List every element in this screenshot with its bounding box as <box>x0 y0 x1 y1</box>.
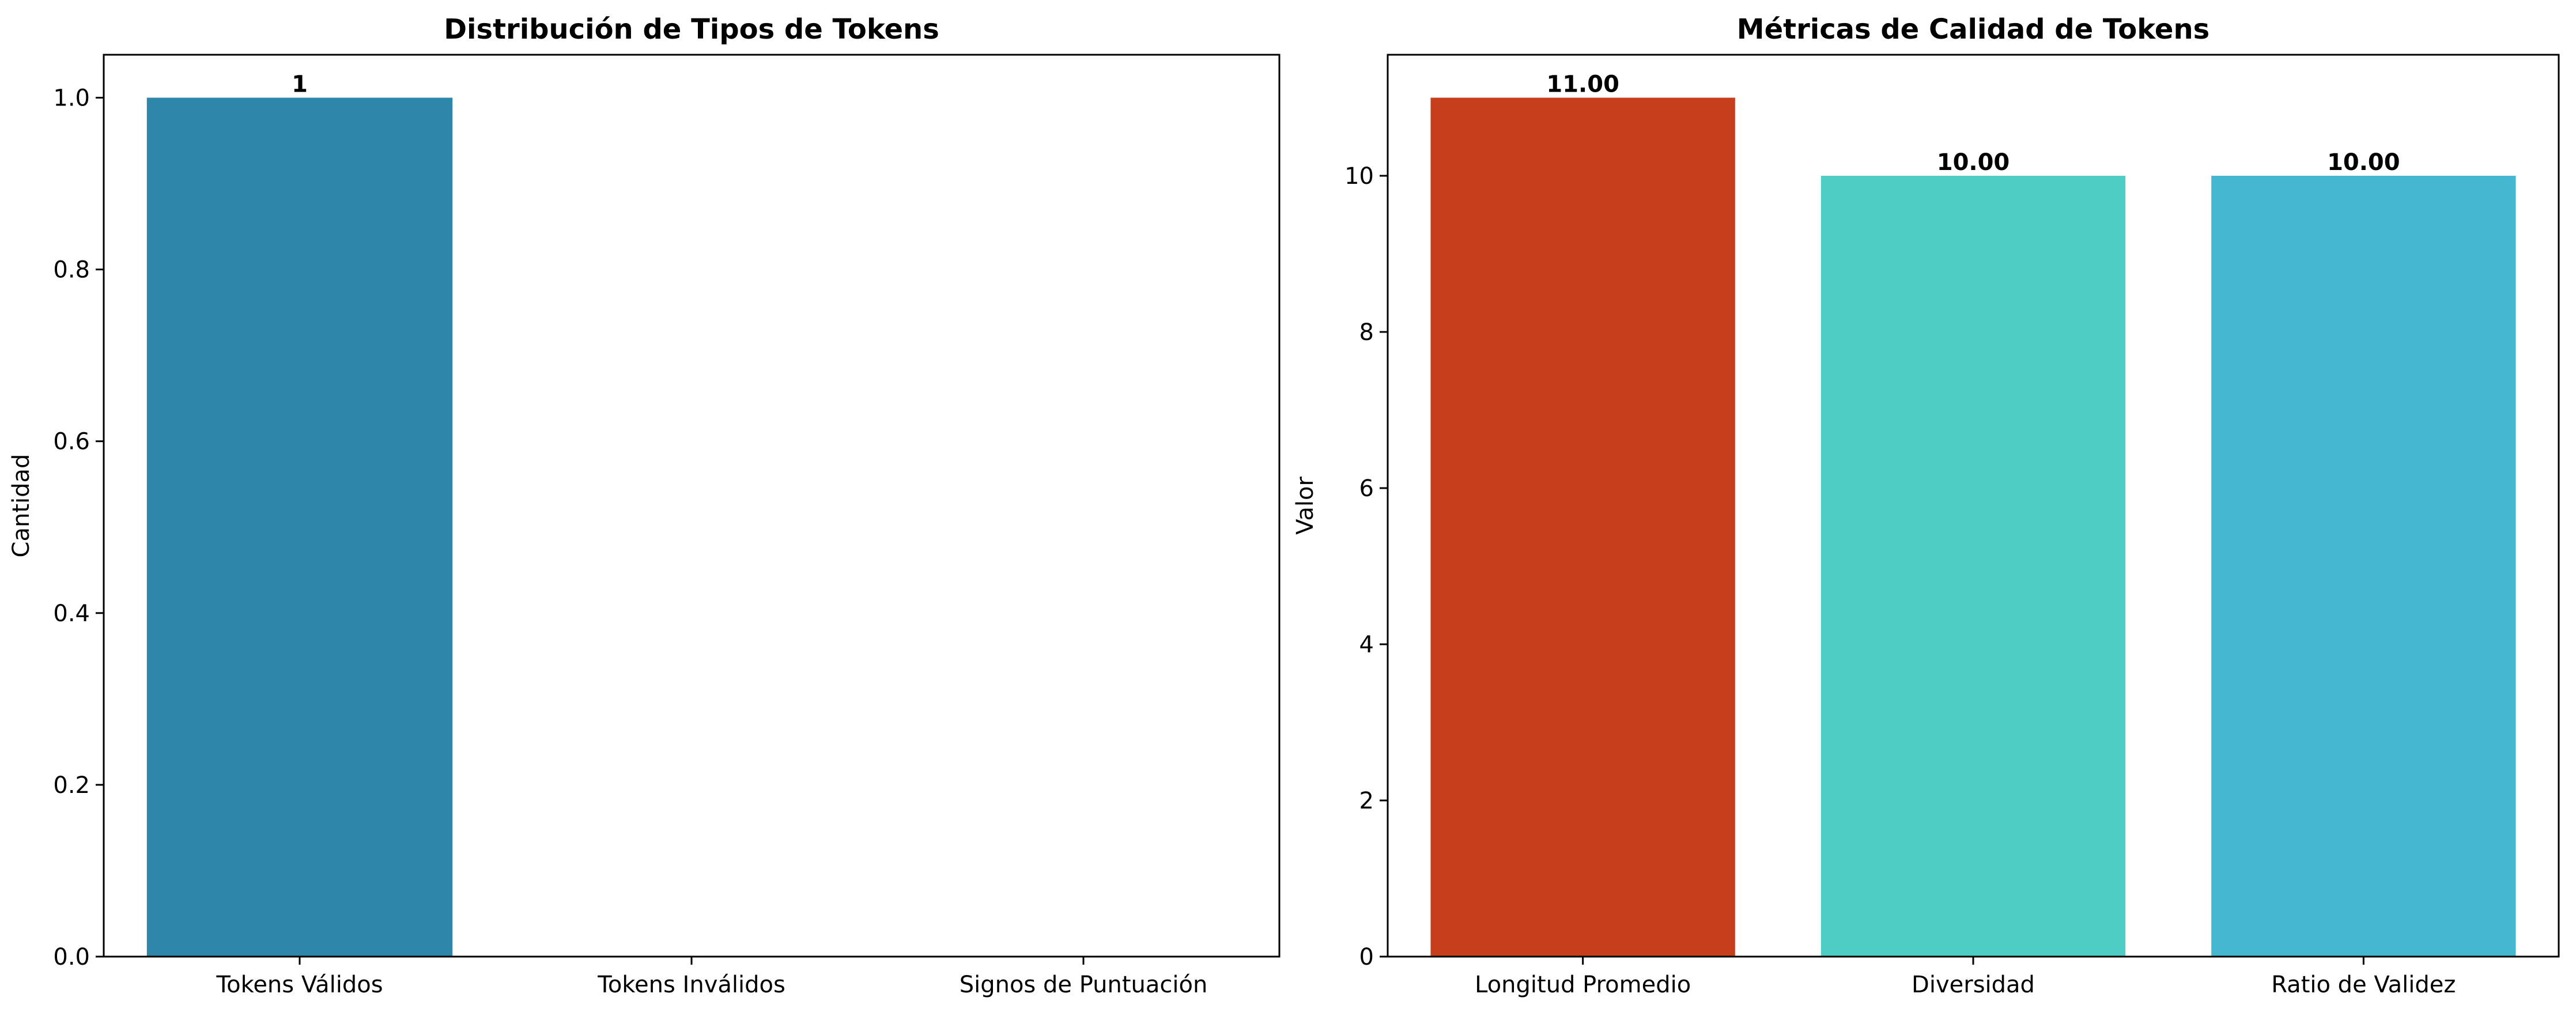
bars <box>1430 97 2516 957</box>
bar-value-label: 10.00 <box>1937 149 2010 176</box>
chart-token-type-distribution: Distribución de Tipos de Tokens Cantidad… <box>8 13 1281 998</box>
bar <box>1430 97 1735 957</box>
chart-title: Métricas de Calidad de Tokens <box>1737 13 2209 46</box>
bar <box>1820 176 2126 957</box>
y-tick-label: 0.4 <box>53 600 90 627</box>
chart-token-quality-metrics: Métricas de Calidad de Tokens Valor 0 2 4 6… <box>1292 13 2560 998</box>
data-labels: 11.00 10.00 10.00 <box>1546 71 2400 176</box>
y-tick-label: 2 <box>1359 788 1374 814</box>
x-axis-ticks: Tokens Válidos Tokens Inválidos Signos de … <box>216 957 1207 998</box>
x-tick-label: Tokens Válidos <box>216 972 383 998</box>
x-tick-label: Signos de Puntuación <box>960 972 1208 998</box>
y-axis-ticks: 0.0 0.2 0.4 0.6 0.8 1.0 <box>53 85 104 970</box>
y-tick-label: 1.0 <box>53 85 90 112</box>
y-axis-ticks: 0 2 4 6 8 10 <box>1344 163 1388 970</box>
bar-value-label: 1 <box>292 71 308 98</box>
y-axis-label: Cantidad <box>8 454 35 558</box>
plot-frame <box>1387 54 2560 958</box>
y-tick-label: 6 <box>1359 475 1374 502</box>
x-tick-label: Tokens Inválidos <box>597 972 785 998</box>
y-axis-label: Valor <box>1292 477 1319 535</box>
bar-value-label: 10.00 <box>2327 149 2400 176</box>
x-tick-label: Longitud Promedio <box>1475 972 1691 998</box>
y-tick-label: 0.6 <box>53 429 90 455</box>
x-tick-label: Diversidad <box>1912 972 2035 998</box>
x-axis-ticks: Longitud Promedio Diversidad Ratio de Vali… <box>1475 957 2456 998</box>
y-tick-label: 0.2 <box>53 772 90 799</box>
bar-value-label: 11.00 <box>1546 71 1619 98</box>
y-tick-label: 0.8 <box>53 257 90 284</box>
y-tick-label: 10 <box>1344 163 1374 190</box>
data-labels: 1 <box>292 71 308 98</box>
y-tick-label: 0 <box>1359 944 1374 970</box>
chart-title: Distribución de Tipos de Tokens <box>444 13 939 46</box>
plot-frame <box>103 54 1281 958</box>
x-tick-label: Ratio de Validez <box>2271 972 2456 998</box>
bars <box>146 97 453 957</box>
y-tick-label: 0.0 <box>53 944 90 970</box>
bar <box>2211 176 2516 957</box>
y-tick-label: 8 <box>1359 319 1374 346</box>
y-tick-label: 4 <box>1359 632 1374 658</box>
bar <box>146 97 453 957</box>
